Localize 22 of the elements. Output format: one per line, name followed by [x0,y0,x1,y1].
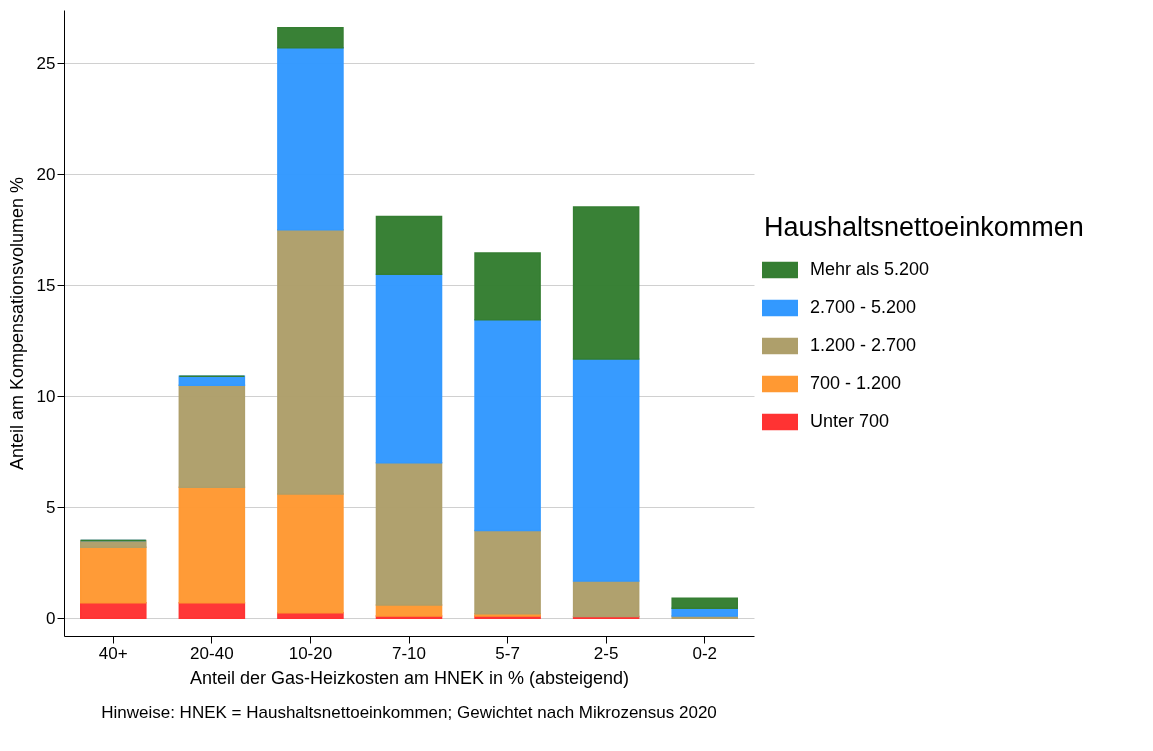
x-tick-label: 20-40 [190,643,234,663]
legend-title: Haushaltsnettoeinkommen [764,212,1084,242]
legend-label: 700 - 1.200 [810,373,902,393]
legend-label: 2.700 - 5.200 [810,297,917,317]
y-tick-label: 15 [36,275,56,295]
x-tick-label: 10-20 [288,643,333,663]
x-tick-label: 2-5 [593,643,619,663]
y-tick-label: 10 [36,386,56,406]
x-tick-label: 0-2 [692,643,717,663]
x-axis-title: Anteil der Gas-Heizkosten am HNEK in % (absteigend) [189,667,630,688]
x-tick-label: 7-10 [391,643,427,663]
legend-label: 1.200 - 2.700 [810,335,917,355]
y-tick-label: 25 [36,53,56,73]
y-axis-title: Anteil am Kompensationsvolumen % [6,176,27,471]
x-tick-label: 5-7 [495,643,520,663]
x-tick-label: 40+ [98,643,128,663]
y-tick-label: 20 [36,164,56,184]
text: Hinweise: HNEK = Haushaltsnettoeinkommen; Gewichtet nach Mikrozensus 2020 [101,703,717,722]
legend-label: Mehr als 5.200 [810,259,930,279]
legend-label: Unter 700 [810,411,890,431]
y-tick-label: 5 [46,497,56,517]
y-tick-label: 0 [46,608,56,628]
